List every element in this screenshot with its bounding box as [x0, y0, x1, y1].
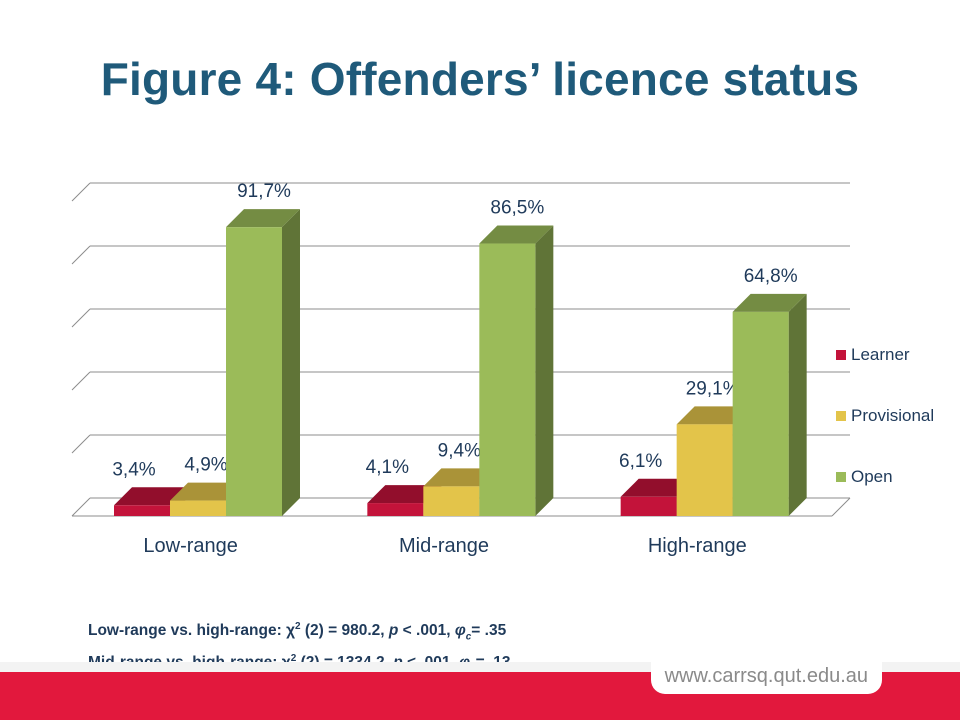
- bar-top: [676, 406, 751, 425]
- legend-swatch-learner: [836, 350, 846, 360]
- bar-learner-mid-range: [367, 503, 424, 516]
- bar-provisional-low-range: [170, 500, 226, 516]
- bar-side: [535, 225, 554, 516]
- bar-open-low-range: [226, 227, 282, 516]
- data-label: 91,7%: [237, 181, 291, 202]
- x-tick-label: Low-range: [143, 535, 238, 557]
- bar-top: [367, 485, 442, 504]
- phi-value: = .35: [471, 622, 507, 640]
- footer-url[interactable]: www.carrsq.qut.edu.au: [650, 660, 882, 694]
- phi-subscript: c: [465, 631, 472, 643]
- data-label: 3,4%: [112, 459, 155, 480]
- bar-top: [479, 225, 554, 244]
- bar-top: [226, 209, 300, 228]
- data-label: 6,1%: [619, 451, 662, 472]
- x-tick-label: High-range: [648, 535, 747, 557]
- stats-value: (2) = 980.2,: [300, 622, 389, 640]
- legend-label-provisional: Provisional: [851, 406, 934, 425]
- data-label: 64,8%: [744, 266, 798, 287]
- bar-learner-low-range: [114, 505, 170, 516]
- bar-top: [732, 293, 807, 312]
- data-label: 9,4%: [438, 440, 481, 461]
- phi-symbol: φ: [454, 622, 466, 640]
- legend-label-open: Open: [851, 467, 893, 486]
- bar-provisional-mid-range: [423, 486, 480, 516]
- bar-top: [114, 487, 188, 506]
- gridline-tick: [71, 308, 91, 328]
- bar-learner-high-range: [620, 496, 677, 516]
- stats-line-low-vs-high: Low-range vs. high-range: χ2 (2) = 980.2…: [88, 616, 511, 648]
- data-label: 86,5%: [490, 198, 544, 219]
- legend-swatch-open: [836, 472, 846, 482]
- bar-top: [620, 478, 695, 497]
- stats-prefix: Low-range vs. high-range:: [88, 622, 287, 640]
- p-symbol: p: [388, 622, 399, 640]
- x-axis-edge: [831, 497, 851, 517]
- bar-open-high-range: [732, 311, 789, 516]
- data-label: 29,1%: [686, 378, 740, 399]
- data-label: 4,9%: [184, 455, 227, 476]
- bar-provisional-high-range: [676, 424, 733, 516]
- legend-swatch-provisional: [836, 411, 846, 421]
- gridline-tick: [71, 434, 91, 454]
- gridline-tick: [71, 371, 91, 391]
- bar-side: [282, 209, 300, 516]
- p-value: < .001,: [398, 622, 455, 640]
- chi-superscript: 2: [295, 621, 301, 632]
- bar-open-mid-range: [479, 243, 536, 516]
- bar-top: [423, 468, 498, 487]
- chi-superscript: 2: [290, 653, 297, 665]
- gridline-tick: [71, 182, 91, 202]
- bar-chart: 3,4% 4,9% 91,7% Low-range 4,1% 9,4% 86,5% Mid-r…: [71, 181, 934, 557]
- gridline-tick: [71, 497, 91, 517]
- bar-side: [788, 293, 807, 516]
- x-tick-label: Mid-range: [399, 535, 489, 557]
- chi-symbol: χ: [286, 622, 296, 640]
- chart-title: Figure 4: Offenders’ licence status: [100, 53, 860, 105]
- bar-top: [170, 482, 244, 501]
- gridline-tick: [71, 245, 91, 265]
- legend-label-learner: Learner: [851, 345, 910, 364]
- data-label: 4,1%: [366, 457, 409, 478]
